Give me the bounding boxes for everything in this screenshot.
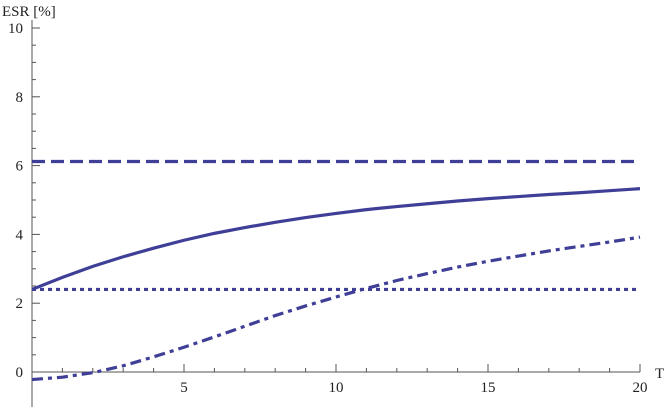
y-tick-label: 0 bbox=[16, 365, 24, 381]
series-line-dash-dot bbox=[31, 235, 641, 382]
y-axis-label: ESR [%] bbox=[2, 4, 56, 20]
y-tick-label: 2 bbox=[16, 296, 24, 312]
x-axis-label: T bbox=[655, 366, 664, 382]
x-tick-label: 20 bbox=[633, 380, 648, 396]
x-tick-label: 10 bbox=[329, 380, 344, 396]
y-tick-label: 4 bbox=[16, 227, 24, 243]
axis-ticks: 0 2 4 6 8 10 5 10 15 20 bbox=[8, 21, 648, 396]
y-tick-label: 6 bbox=[16, 159, 24, 175]
y-tick-label: 8 bbox=[16, 90, 24, 106]
x-tick-label: 15 bbox=[481, 380, 496, 396]
y-tick-label: 10 bbox=[8, 21, 23, 37]
plot-area bbox=[31, 159, 641, 382]
series-line-solid bbox=[31, 187, 641, 291]
x-tick-label: 5 bbox=[180, 380, 188, 396]
